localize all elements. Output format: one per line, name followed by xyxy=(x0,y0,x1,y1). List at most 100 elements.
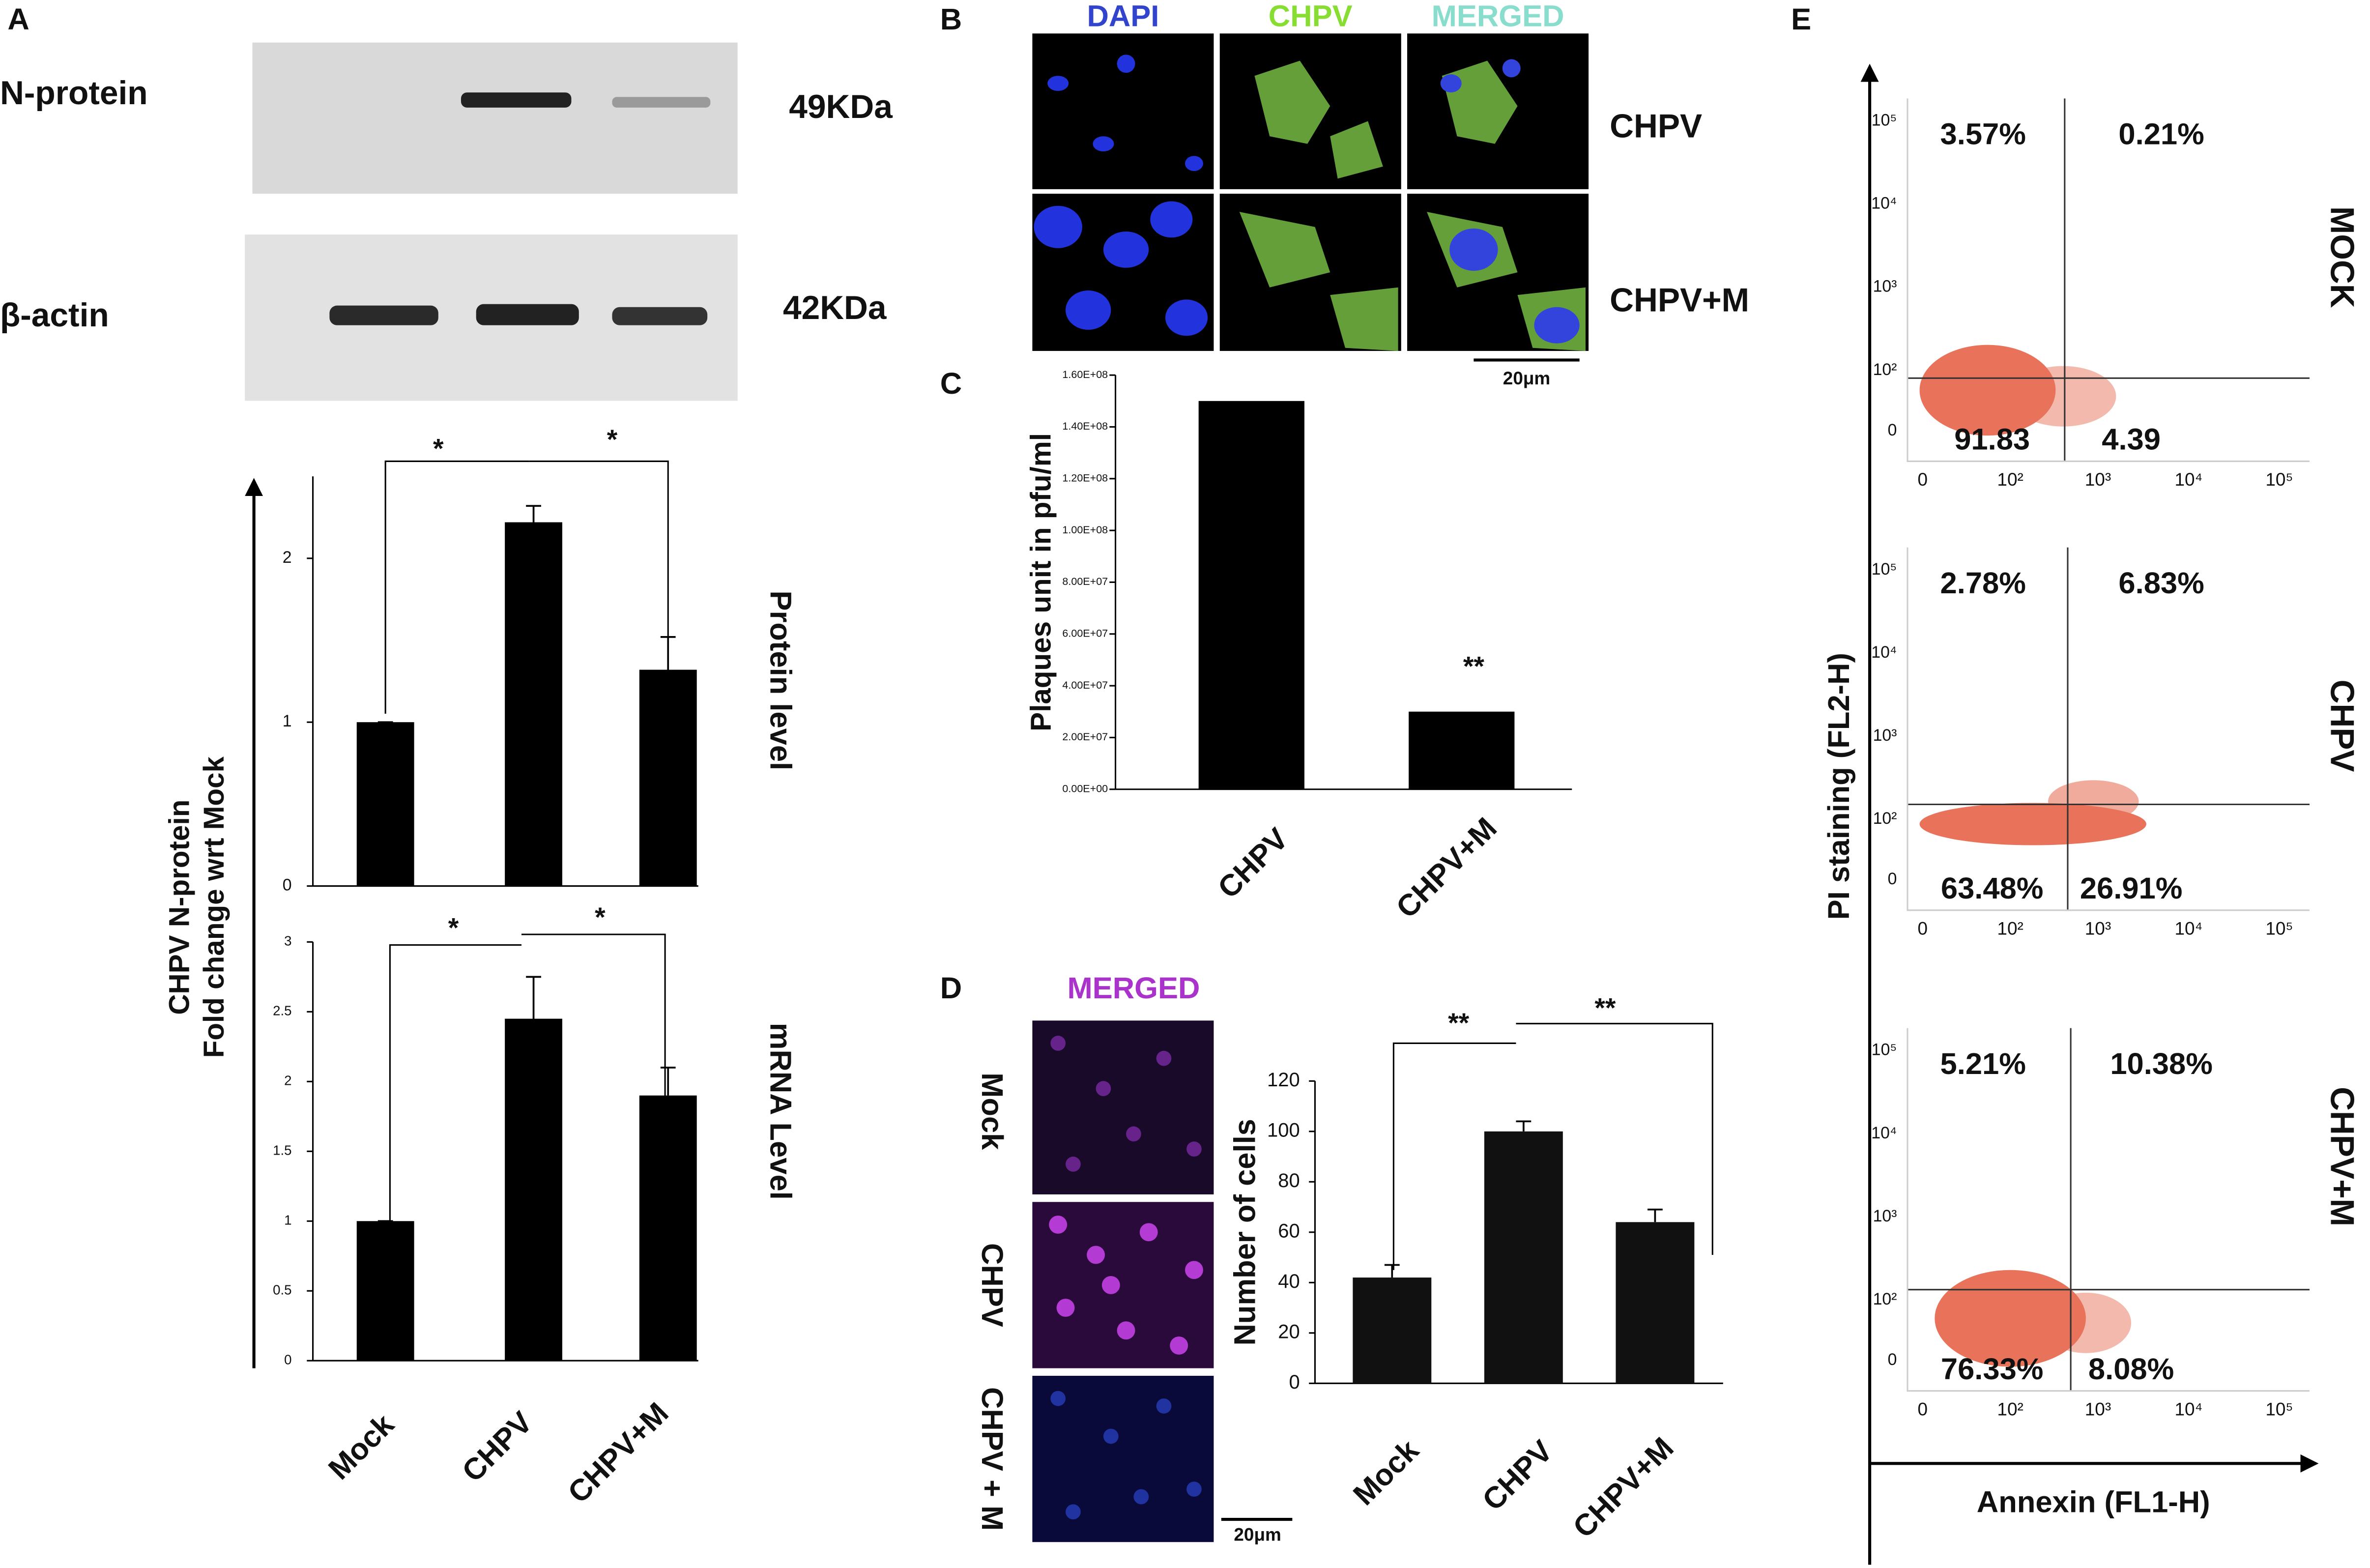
blot-label: N-protein xyxy=(0,75,148,112)
y-tick-label: 120 xyxy=(1267,1069,1300,1091)
column-title: DAPI xyxy=(1087,0,1159,33)
significance: ** xyxy=(1463,651,1485,681)
y-tick-label: 2.00E+07 xyxy=(1062,731,1108,743)
y-tick-label: 0 xyxy=(1888,421,1897,439)
y-tick-label: 2 xyxy=(284,1073,291,1088)
panel-label: A xyxy=(7,2,29,36)
x-tick-label: 0 xyxy=(1917,1399,1928,1419)
x-tick-label: 10³ xyxy=(2085,919,2111,939)
scale-label: 20μm xyxy=(1503,368,1550,388)
blot-label: β-actin xyxy=(0,297,109,334)
y-tick-label: 10³ xyxy=(1873,1207,1897,1225)
y-tick-label: 2.5 xyxy=(273,1003,291,1018)
x-axis-label: Annexin (FL1-H) xyxy=(1977,1485,2210,1519)
y-tick-label: 10² xyxy=(1873,360,1897,379)
y-axis-label: Fold change wrt Mock xyxy=(198,756,230,1058)
row-label: MOCK xyxy=(2324,206,2361,308)
quadrant-label: 5.21% xyxy=(1940,1047,2026,1081)
x-tick-label: CHPV xyxy=(1476,1434,1560,1517)
y-tick-label: 100 xyxy=(1267,1119,1300,1141)
x-tick-label: 10⁴ xyxy=(2175,919,2203,939)
y-tick-label: 10² xyxy=(1873,809,1897,828)
x-tick-label: 10² xyxy=(1997,919,2023,939)
x-tick-label: 10³ xyxy=(2085,469,2111,490)
y-tick-label: 1.40E+08 xyxy=(1062,420,1108,432)
y-tick-label: 10⁴ xyxy=(1871,643,1897,662)
y-tick-label: 1.60E+08 xyxy=(1062,369,1108,380)
bar xyxy=(1198,401,1304,789)
panel-label: D xyxy=(940,971,962,1005)
quadrant-label: 3.57% xyxy=(1940,117,2026,151)
panel-label: B xyxy=(940,2,962,36)
quadrant-label: 0.21% xyxy=(2118,117,2204,151)
error-bar xyxy=(1516,1120,1532,1132)
error-bar xyxy=(526,505,541,523)
significance-bracket xyxy=(521,933,666,1240)
y-tick-label: 0 xyxy=(1289,1371,1300,1393)
y-tick-label: 10⁵ xyxy=(1872,1041,1897,1059)
y-axis-label: PI staining (FL2-H) xyxy=(1822,653,1856,920)
y-tick-label: 1 xyxy=(283,712,292,730)
bar xyxy=(639,1095,697,1361)
x-tick-label: 10⁴ xyxy=(2175,1399,2203,1419)
y-tick-label: 1.00E+08 xyxy=(1062,524,1108,536)
y-tick-label: 10⁵ xyxy=(1872,111,1897,129)
plot-frame xyxy=(1907,1028,2310,1392)
bar xyxy=(505,1018,562,1361)
y-tick-label: 0 xyxy=(283,876,292,895)
column-title: MERGED xyxy=(1432,0,1564,33)
column-title: CHPV xyxy=(1269,0,1353,33)
y-tick-label: 0.00E+00 xyxy=(1062,783,1108,794)
row-label: CHPV+M xyxy=(1610,282,1749,319)
y-tick-label: 0 xyxy=(1888,1350,1897,1369)
quadrant-label: 8.08% xyxy=(2088,1352,2174,1386)
significance: * xyxy=(448,912,459,943)
y-tick-label: 80 xyxy=(1278,1170,1300,1191)
x-tick-label: CHPV+M xyxy=(1389,811,1503,925)
y-tick-label: 10³ xyxy=(1873,277,1897,296)
quadrant-label: 76.33% xyxy=(1941,1352,2044,1386)
x-tick-label: 10² xyxy=(1997,1399,2023,1419)
blot-images xyxy=(245,42,738,401)
y-tick-label: 40 xyxy=(1278,1271,1300,1292)
row-label: Mock xyxy=(975,1073,1009,1150)
significance-bracket xyxy=(529,460,669,885)
x-tick-label: CHPV+M xyxy=(1566,1431,1680,1544)
significance-bracket xyxy=(1392,1042,1516,1270)
x-tick-label: Mock xyxy=(1347,1433,1426,1512)
x-tick-label: Mock xyxy=(322,1407,401,1486)
quadrant-label: 91.83 xyxy=(1954,423,2030,457)
significance: * xyxy=(607,424,618,455)
bar xyxy=(356,722,414,886)
microscopy-b xyxy=(1032,33,1589,362)
plot-frame xyxy=(1907,547,2310,911)
row-label: CHPV + M xyxy=(975,1387,1009,1531)
y-tick-label: 0 xyxy=(284,1352,291,1367)
quadrant-label: 63.48% xyxy=(1941,871,2044,905)
x-tick-label: 10⁵ xyxy=(2265,919,2293,939)
y-axis-label: CHPV N-protein xyxy=(163,800,195,1015)
y-tick-label: 1 xyxy=(284,1213,291,1228)
significance-bracket xyxy=(384,460,529,714)
blot-size: 42KDa xyxy=(783,290,887,326)
x-tick-label: 0 xyxy=(1917,919,1928,939)
y-tick-label: 10³ xyxy=(1873,726,1897,745)
error-bar xyxy=(1384,1264,1400,1278)
x-tick-label: 10³ xyxy=(2085,1399,2111,1419)
y-tick-label: 4.00E+07 xyxy=(1062,679,1108,691)
x-tick-label: 10² xyxy=(1997,469,2023,490)
bar xyxy=(505,522,562,886)
row-label: CHPV xyxy=(1610,108,1702,145)
bar xyxy=(1616,1222,1695,1384)
quadrant-label: 2.78% xyxy=(1940,566,2026,600)
y-tick-label: 10⁴ xyxy=(1871,194,1897,213)
blot-size: 49KDa xyxy=(789,88,893,125)
x-tick-label: 10⁵ xyxy=(2265,469,2293,490)
y-tick-label: 10⁴ xyxy=(1871,1124,1897,1142)
significance-bracket xyxy=(1516,1022,1713,1255)
row-label: CHPV xyxy=(975,1243,1009,1327)
x-tick-label: 0 xyxy=(1917,469,1928,490)
significance: ** xyxy=(1448,1008,1470,1038)
y-tick-label: 10⁵ xyxy=(1872,560,1897,579)
